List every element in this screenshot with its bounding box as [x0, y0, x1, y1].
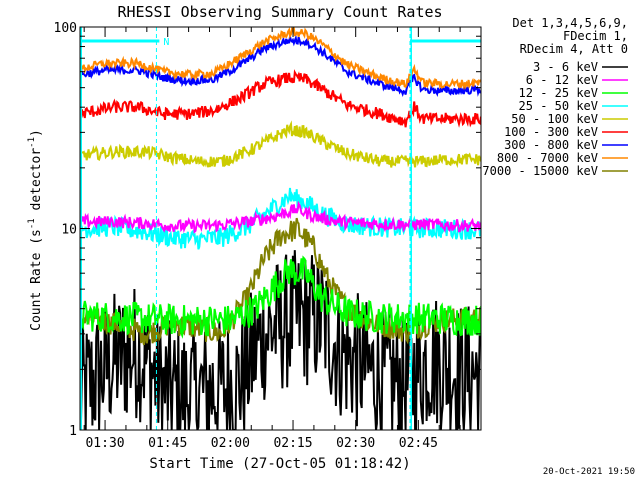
- series-50-100-kev: [80, 120, 481, 169]
- info-line-detectors: Det 1,3,4,5,6,9,: [512, 16, 628, 30]
- info-line-fdecim: FDecim 1,: [563, 29, 628, 43]
- legend-entry-label: 6 - 12 keV: [526, 73, 598, 87]
- y-tick-label: 10: [61, 223, 77, 238]
- x-tick-label: 01:30: [85, 436, 124, 451]
- series-300-800-kev: [80, 34, 481, 97]
- legend-entry-label: 7000 - 15000 keV: [482, 164, 598, 178]
- x-tick-label: 02:00: [211, 436, 250, 451]
- x-axis-label: Start Time (27-Oct-05 01:18:42): [149, 456, 410, 472]
- x-tick-label: 02:30: [336, 436, 375, 451]
- x-tick-label: 02:15: [273, 436, 312, 451]
- y-axis-label-mid: detector: [29, 148, 44, 219]
- generated-timestamp: 20-Oct-2021 19:50: [543, 467, 635, 477]
- series-3-6-kev: [80, 250, 481, 430]
- legend-entry-label: 3 - 6 keV: [533, 60, 598, 74]
- y-axis-label-sup1: -1: [27, 218, 37, 229]
- series-line: [80, 255, 481, 339]
- series-line: [80, 34, 481, 97]
- series-100-300-kev: [80, 69, 481, 128]
- series-layer: [80, 27, 481, 430]
- night-flag-label: N: [163, 37, 169, 48]
- series-line: [80, 200, 481, 234]
- svg-text:Count Rate (s-1 detector-1): Count Rate (s-1 detector-1): [27, 129, 44, 331]
- y-axis-label-sup2: -1: [27, 137, 37, 148]
- series-800-7000-kev: [80, 27, 481, 91]
- ticks-layer: 01:30 01:45 02:00 02:15 02:30 02:45 1 10 100: [54, 21, 482, 451]
- x-tick-label: 02:45: [399, 436, 438, 451]
- series-line: [80, 69, 481, 128]
- y-tick-label: 100: [54, 21, 77, 36]
- y-tick-label: 1: [69, 424, 77, 439]
- series-line: [80, 120, 481, 169]
- series-line: [80, 250, 481, 430]
- legend-entry-label: 50 - 100 keV: [511, 112, 598, 126]
- series-12-25-kev: [80, 255, 481, 339]
- legend-entry-label: 300 - 800 keV: [504, 138, 598, 152]
- series-line: [80, 187, 481, 250]
- series-line: [80, 27, 481, 91]
- info-line-rdecim: RDecim 4, Att 0: [520, 42, 628, 56]
- y-axis-label-main: Count Rate (s: [29, 229, 44, 331]
- legend-entry-label: 25 - 50 keV: [519, 99, 598, 113]
- legend-entry-label: 800 - 7000 keV: [497, 151, 598, 165]
- x-tick-label: 01:45: [148, 436, 187, 451]
- legend-entry-label: 100 - 300 keV: [504, 125, 598, 139]
- series-25-50-kev: [80, 187, 481, 250]
- y-axis-label-end: ): [29, 129, 44, 137]
- chart-title: RHESSI Observing Summary Count Rates: [117, 3, 442, 21]
- series-6-12-kev: [80, 200, 481, 234]
- legend-entry-label: 12 - 25 keV: [519, 86, 598, 100]
- y-axis-label: Count Rate (s-1 detector-1): [27, 129, 44, 331]
